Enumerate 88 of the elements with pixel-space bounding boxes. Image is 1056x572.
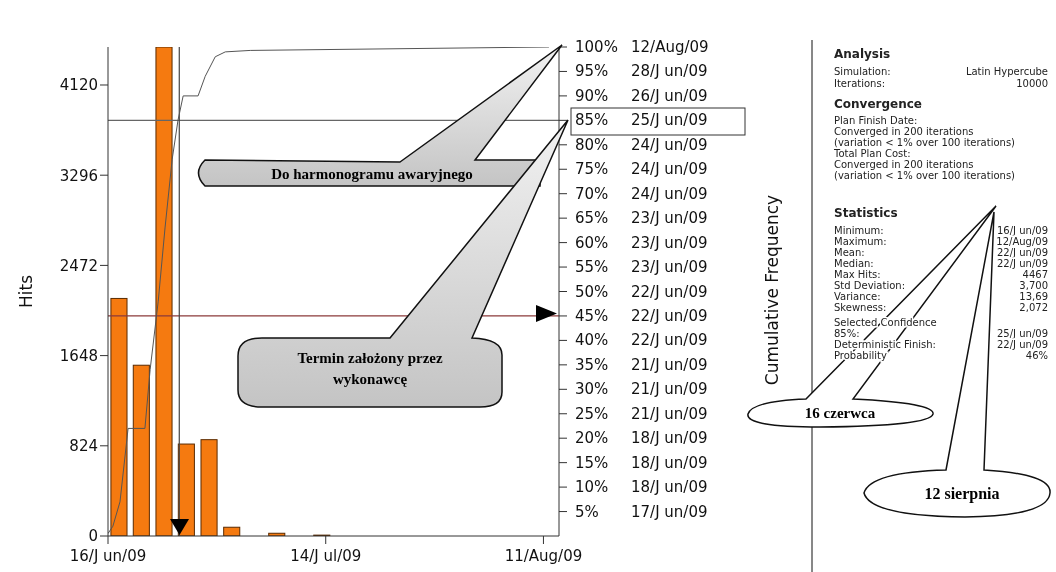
text: Convergence [834, 97, 922, 111]
y2-tick-label: 60% [575, 233, 609, 252]
text: 18/J un/09 [631, 429, 708, 448]
text: 16 czerwca [804, 405, 876, 421]
x-tick-label: 14/J ul/09 [290, 546, 362, 565]
y2-tick-label: 30% [575, 380, 609, 399]
y2-tick-label: 55% [575, 258, 609, 277]
text: 21/J un/09 [631, 355, 708, 374]
y2-tick-label: 95% [575, 62, 609, 81]
y-tick-label: 3296 [59, 166, 98, 185]
text: Converged in 200 iterations [834, 126, 974, 137]
text: 16/J un/09 [997, 225, 1048, 236]
text: 3,700 [1019, 280, 1048, 291]
text: Latin Hypercube [965, 66, 1048, 77]
text: 21/J un/09 [631, 380, 708, 399]
text: Analysis [834, 47, 891, 61]
y2-tick-label: 85% [575, 111, 609, 130]
text: 85%: [834, 328, 860, 339]
text: 22/J un/09 [997, 247, 1048, 258]
y2-tick-label: 90% [575, 86, 609, 105]
text: (variation < 1% over 100 iterations) [834, 170, 1016, 181]
text: Maximum: [834, 236, 887, 247]
y2-tick-label: 75% [575, 160, 609, 179]
text: 23/J un/09 [631, 233, 708, 252]
text: 25/J un/09 [631, 111, 708, 130]
y2-tick-label: 15% [575, 453, 609, 472]
y2-tick-label: 70% [575, 184, 609, 203]
text: 24/J un/09 [631, 184, 708, 203]
annotation: Do harmonogramu awaryjnego [271, 166, 473, 182]
y2-tick-label: 20% [575, 429, 609, 448]
text: 28/J un/09 [631, 62, 708, 81]
text: Simulation: [834, 66, 891, 77]
text: 12/Aug/09 [631, 38, 709, 56]
text: 12 sierpnia [924, 485, 1000, 503]
text: 13,69 [1019, 291, 1048, 302]
text: Minimum: [834, 225, 884, 236]
y2-tick-label: 40% [575, 331, 609, 350]
text: 23/J un/09 [631, 209, 708, 228]
text: Statistics [834, 206, 898, 220]
text: 24/J un/09 [631, 160, 708, 179]
text: 46% [1025, 350, 1048, 361]
text: Total Plan Cost: [833, 148, 911, 159]
text: Plan Finish Date: [834, 115, 918, 126]
x-tick-label: 16/J un/09 [69, 546, 147, 565]
text: (variation < 1% over 100 iterations) [834, 137, 1016, 148]
text: 21/J un/09 [631, 404, 708, 423]
text: Skewness: [834, 302, 887, 313]
text: 24/J un/09 [631, 135, 708, 154]
text: 12/Aug/09 [996, 236, 1048, 247]
text: 25/J un/09 [997, 328, 1048, 339]
y-axis-title: Hits [16, 274, 37, 309]
text: 10000 [1016, 78, 1048, 89]
text: Iterations: [834, 78, 885, 89]
text: Max Hits: [834, 269, 881, 280]
y-tick-label: 2472 [59, 256, 98, 275]
y2-tick-label: 65% [575, 209, 609, 228]
y2-tick-label: 10% [575, 478, 609, 497]
text: Converged in 200 iterations [834, 159, 974, 170]
text: 22/J un/09 [997, 339, 1048, 350]
y-tick-label: 4120 [59, 76, 98, 95]
text: Median: [834, 258, 874, 269]
text: 22/J un/09 [631, 306, 708, 325]
text: Std Deviation: [834, 280, 905, 291]
text: Cumulative Frequency [762, 194, 782, 386]
y2-tick-label: 25% [575, 404, 609, 423]
text: 22/J un/09 [631, 282, 708, 301]
text: Mean: [834, 247, 865, 258]
y-tick-label: 1648 [59, 346, 98, 365]
text: 18/J un/09 [631, 453, 708, 472]
x-tick-label: 11/Aug/09 [504, 546, 583, 565]
annotation: Termin założony przez wykonawcę [297, 350, 443, 387]
text: 18/J un/09 [631, 478, 708, 497]
y2-tick-label: 50% [575, 282, 609, 301]
y-tick-label: 824 [69, 437, 98, 456]
text: 22/J un/09 [997, 258, 1048, 269]
text: 17/J un/09 [631, 502, 708, 521]
text: 4467 [1022, 269, 1048, 280]
y-tick-label: 0 [88, 527, 98, 546]
text: 2,072 [1019, 302, 1048, 313]
y2-tick-label: 35% [575, 355, 609, 374]
text: Variance: [834, 291, 881, 302]
text: 23/J un/09 [631, 258, 708, 277]
y2-tick-label: 45% [575, 306, 609, 325]
text: 22/J un/09 [631, 331, 708, 350]
y2-tick-label: 80% [575, 135, 609, 154]
y2-tick-label: 100% [575, 38, 618, 56]
y2-tick-label: 5% [575, 502, 599, 521]
text: 26/J un/09 [631, 86, 708, 105]
